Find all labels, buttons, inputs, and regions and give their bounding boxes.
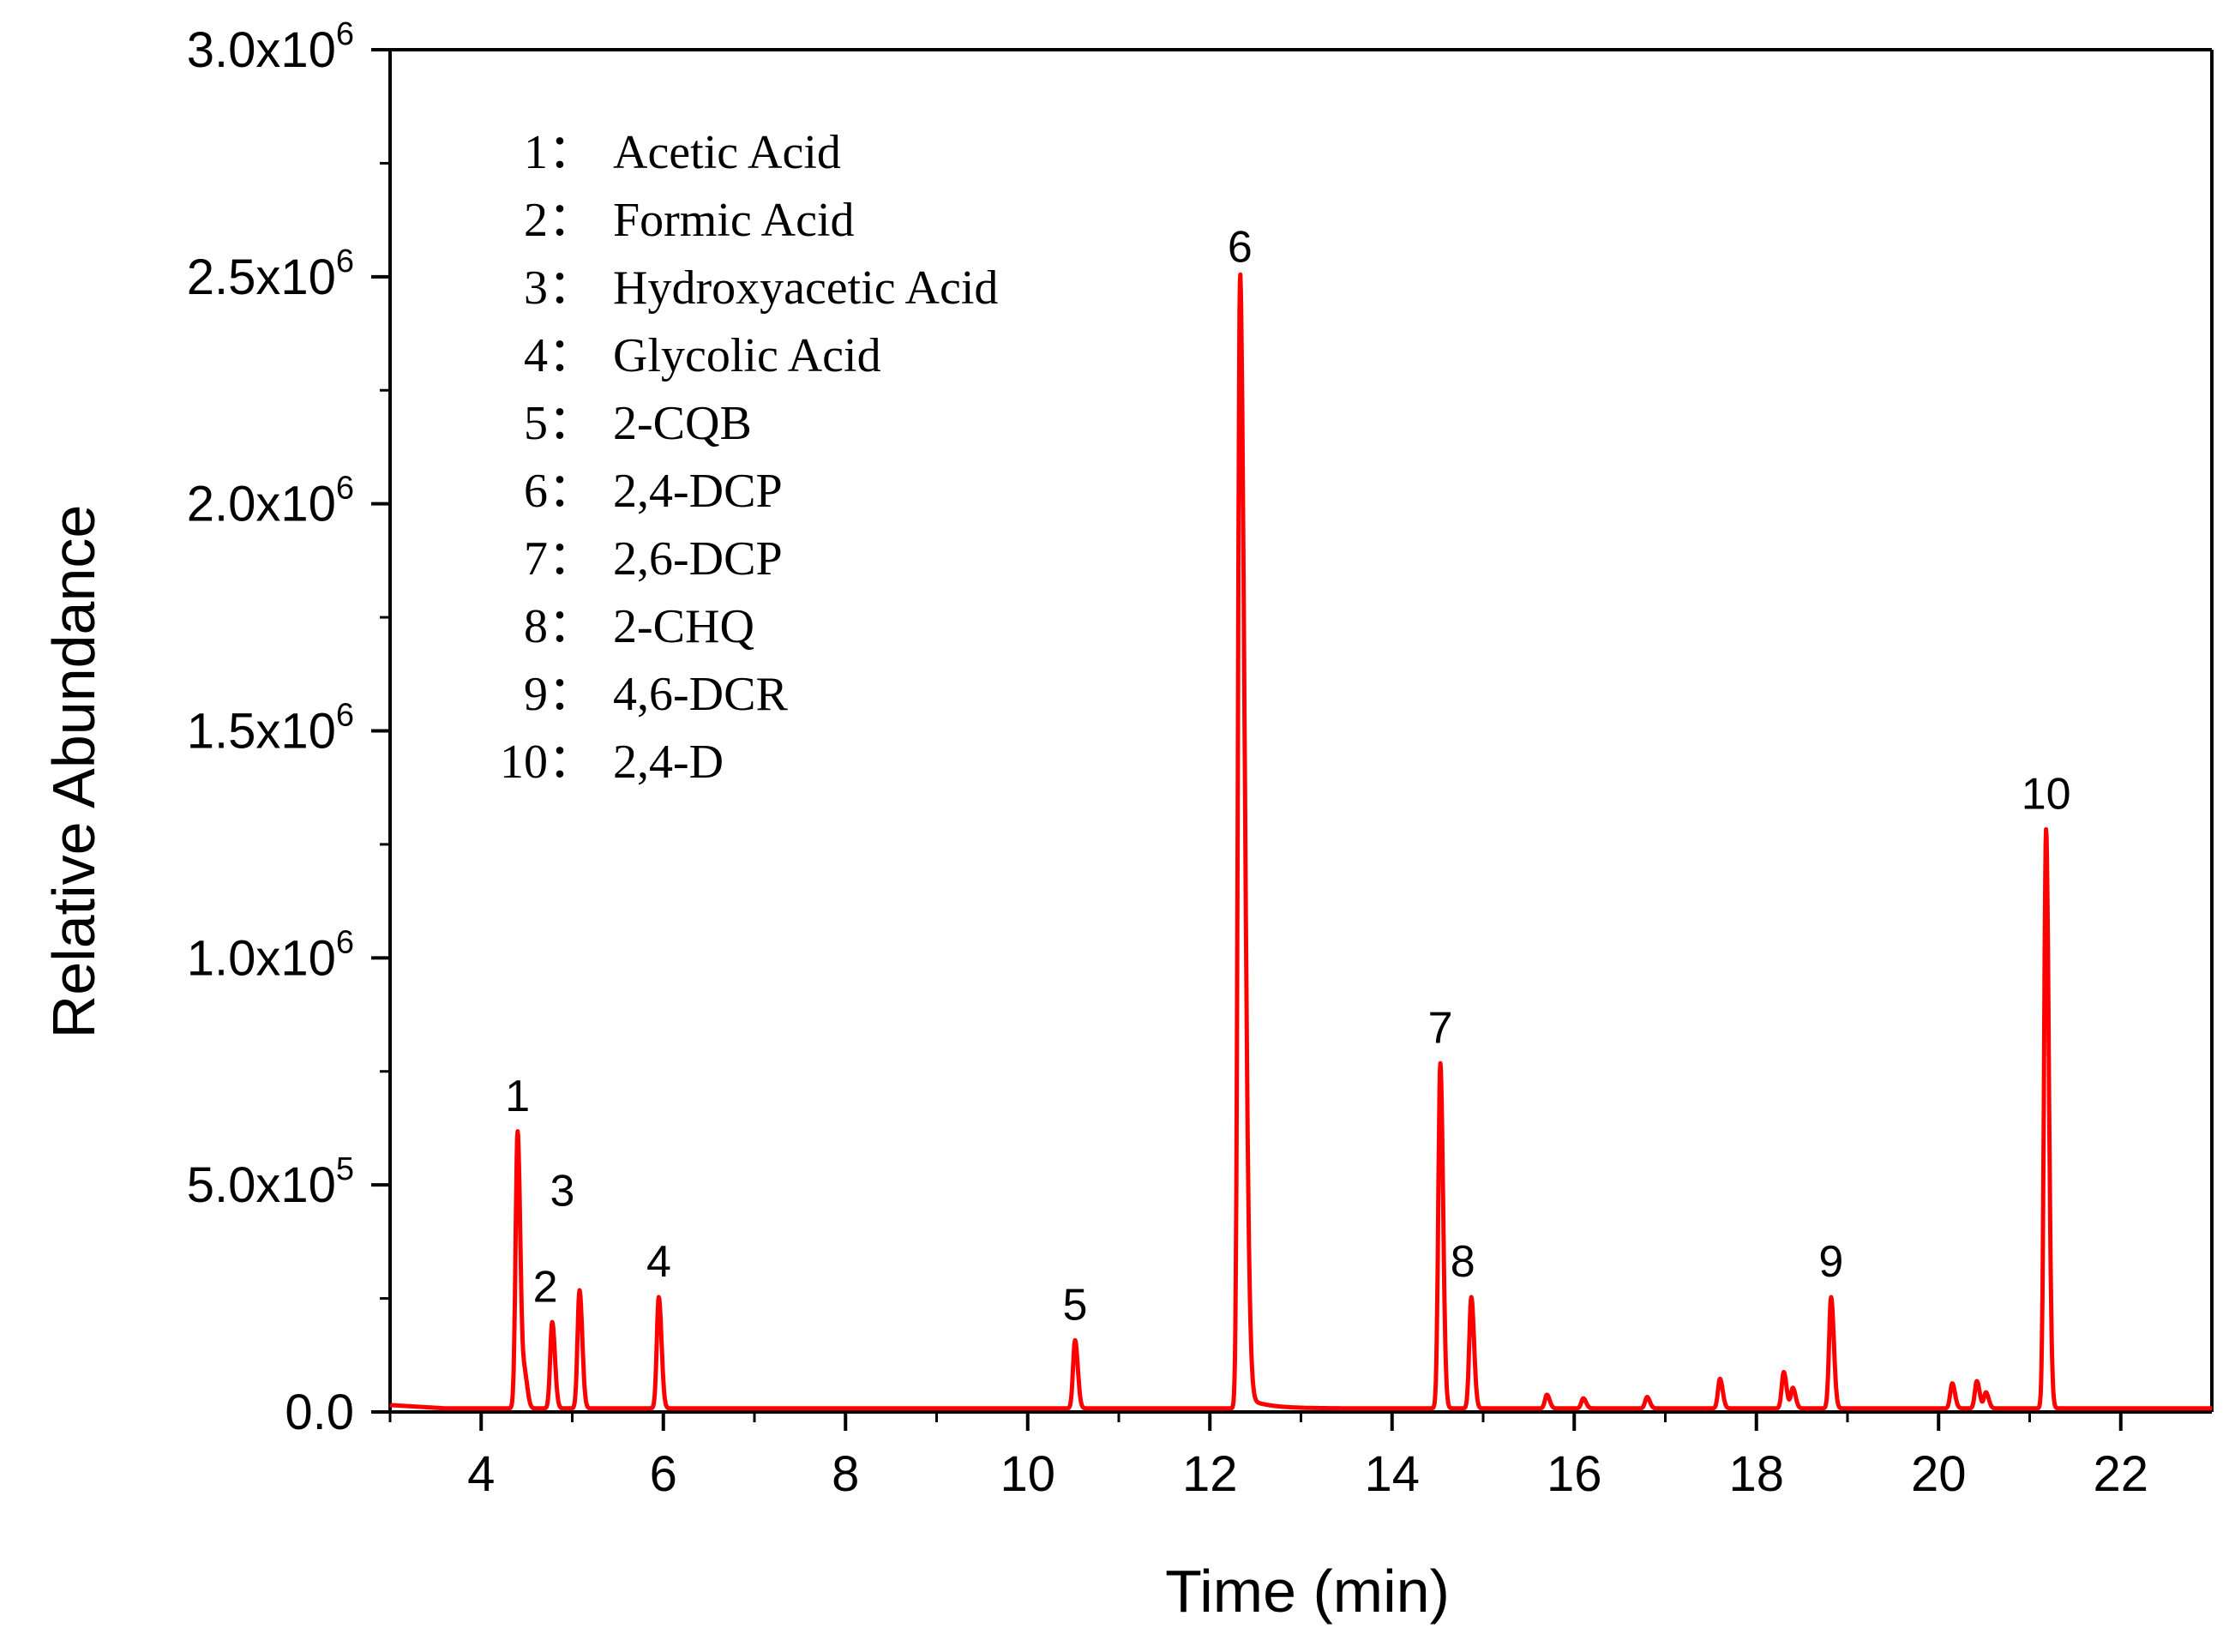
legend-entry-number: 9： [524, 668, 596, 721]
legend-entry-name: 2-CQB [613, 397, 752, 450]
peak-label-7: 7 [1428, 1003, 1453, 1053]
y-tick-exponent: 5 [336, 1151, 354, 1187]
y-tick-mantissa: 1.0x10 [187, 930, 336, 986]
peak-labels-group: 1 2 3 4 5 6 7 8 9 10 [505, 222, 2070, 1330]
legend-entry-number: 4： [524, 329, 596, 382]
x-tick-label: 22 [2093, 1446, 2148, 1502]
legend-entry-number: 2： [524, 194, 596, 247]
ticks-group: 4 6 8 10 12 14 16 18 20 220.05.0x1051.0x1061.5x10… [187, 16, 2148, 1502]
y-tick-exponent: 6 [336, 243, 354, 279]
peak-label-2: 2 [533, 1262, 558, 1312]
x-tick-label: 8 [832, 1446, 859, 1502]
x-tick-label: 6 [650, 1446, 677, 1502]
y-tick-exponent: 6 [336, 924, 354, 960]
x-tick-label: 16 [1547, 1446, 1602, 1502]
y-tick-label: 0.0 [285, 1385, 354, 1440]
peak-label-4: 4 [646, 1237, 671, 1287]
legend-entry-name: 2,4-DCP [613, 465, 783, 518]
x-tick-label: 20 [1911, 1446, 1967, 1502]
x-axis-title: Time (min) [1165, 1558, 1450, 1625]
x-tick-label: 12 [1182, 1446, 1238, 1502]
legend-entry-name: 2,6-DCP [613, 532, 783, 586]
legend-entry-name: 2-CHQ [613, 600, 754, 653]
peak-label-10: 10 [2022, 770, 2071, 820]
y-tick-exponent: 6 [336, 698, 354, 734]
legend-entry-name: 4,6-DCR [613, 668, 788, 721]
legend-entry-number: 10： [500, 736, 596, 789]
legend-entry-number: 6： [524, 465, 596, 518]
legend-entry-name: Formic Acid [613, 194, 855, 247]
y-tick-mantissa: 2.5x10 [187, 249, 336, 305]
y-tick-label: 2.5x106 [187, 243, 354, 305]
peak-label-3: 3 [550, 1166, 575, 1216]
legend-entry-number: 3： [524, 261, 596, 315]
legend-entry-name: Glycolic Acid [613, 329, 881, 382]
chromatogram-line [388, 272, 2214, 1411]
axes-group [388, 48, 2214, 1414]
x-tick-label: 10 [1000, 1446, 1055, 1502]
legend-entry-number: 1： [524, 126, 596, 179]
y-tick-label: 2.0x106 [187, 471, 354, 532]
y-tick-label: 3.0x106 [187, 16, 354, 78]
y-tick-label: 5.0x105 [187, 1151, 354, 1213]
y-tick-mantissa: 0.0 [285, 1385, 354, 1440]
y-tick-mantissa: 5.0x10 [187, 1157, 336, 1213]
x-tick-label: 18 [1728, 1446, 1784, 1502]
peak-label-8: 8 [1451, 1237, 1475, 1287]
y-tick-mantissa: 3.0x10 [187, 22, 336, 78]
y-tick-label: 1.0x106 [187, 924, 354, 986]
legend-entry-name: 2,4-D [613, 736, 724, 789]
legend-entry-number: 7： [524, 532, 596, 586]
x-tick-label: 14 [1364, 1446, 1420, 1502]
legend-entry-number: 8： [524, 600, 596, 653]
y-tick-label: 1.5x106 [187, 698, 354, 760]
x-tick-label: 4 [467, 1446, 495, 1502]
legend-group: 1： Acetic Acid 2： Formic Acid 3： Hydroxyaceti… [500, 126, 998, 789]
peak-label-5: 5 [1063, 1281, 1088, 1331]
y-tick-exponent: 6 [336, 16, 354, 52]
y-tick-mantissa: 1.5x10 [187, 704, 336, 760]
peak-label-1: 1 [505, 1072, 530, 1121]
y-tick-exponent: 6 [336, 471, 354, 507]
legend-entry-name: Acetic Acid [613, 126, 841, 179]
peak-label-6: 6 [1228, 222, 1253, 272]
y-axis-title: Relative Abundance [40, 505, 107, 1039]
legend-entry-number: 5： [524, 397, 596, 450]
legend-entry-name: Hydroxyacetic Acid [613, 261, 998, 315]
peak-label-9: 9 [1818, 1237, 1843, 1287]
y-tick-mantissa: 2.0x10 [187, 477, 336, 532]
series-group [388, 272, 2214, 1411]
